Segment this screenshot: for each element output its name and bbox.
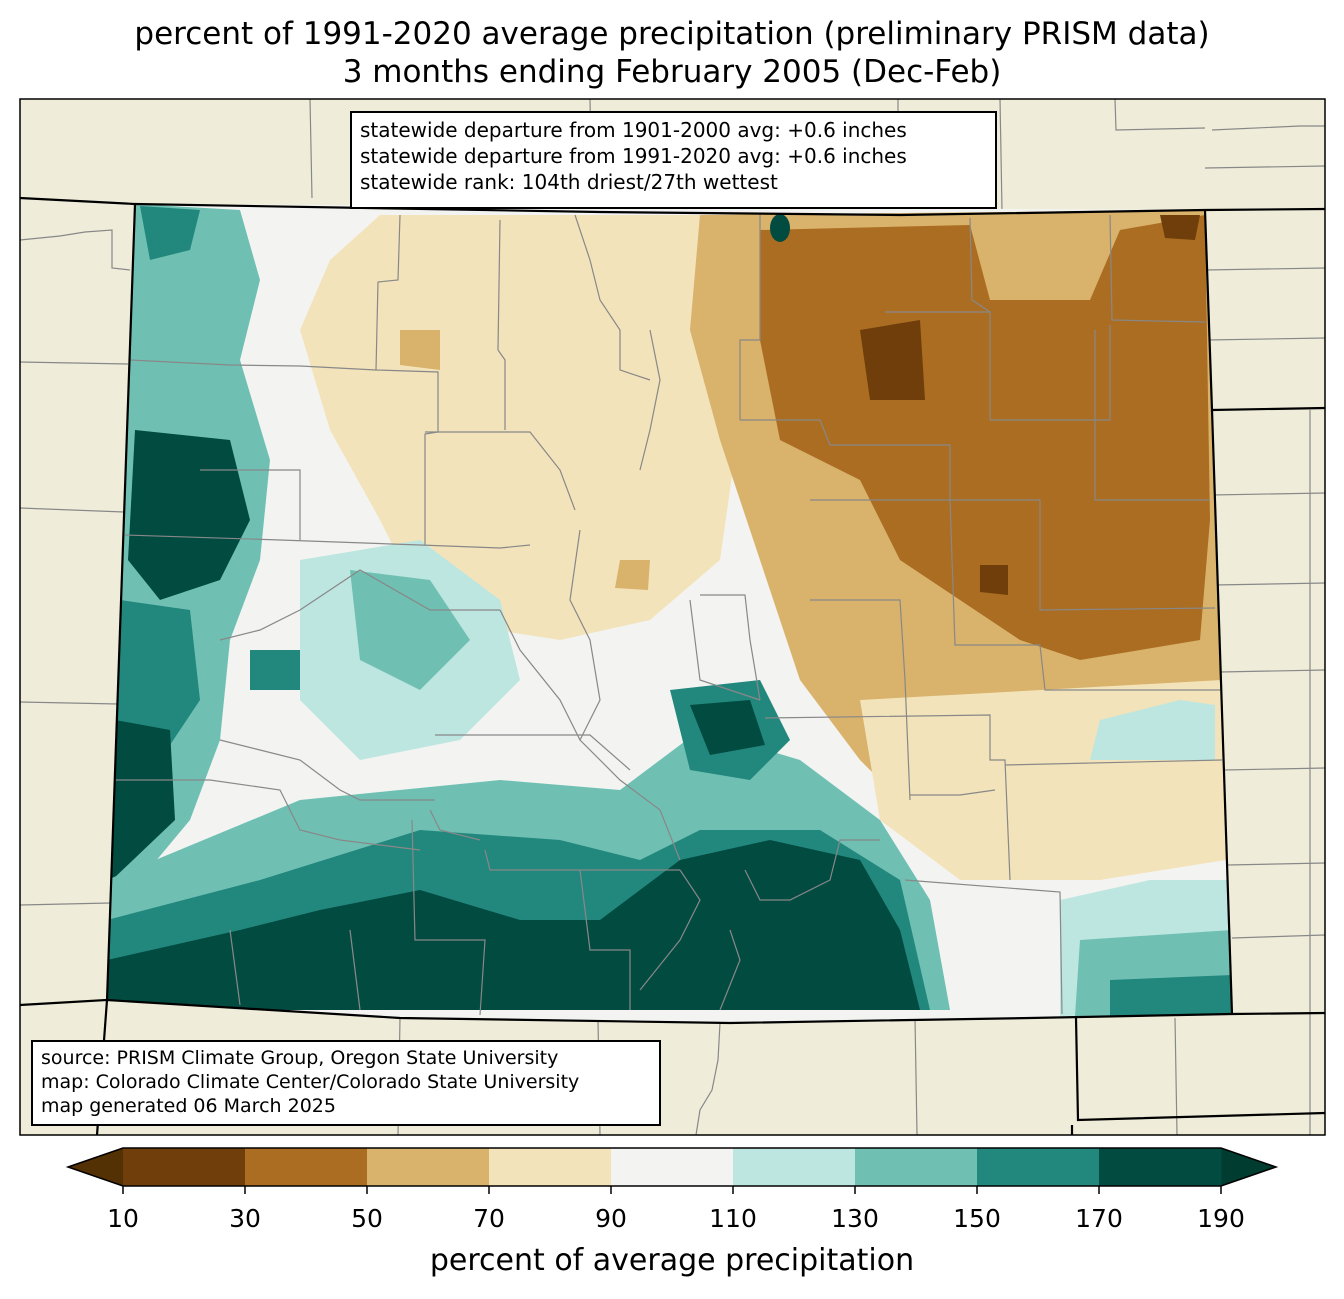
colorbar-segment (123, 1148, 246, 1186)
source-line: source: PRISM Climate Group, Oregon Stat… (41, 1047, 559, 1069)
colorbar-tick-label: 170 (1075, 1204, 1123, 1233)
map-title-line1: percent of 1991-2020 average precipitati… (134, 16, 1210, 52)
stats-rank: statewide rank: 104th driest/27th wettes… (360, 170, 778, 194)
colorbar-segment (489, 1148, 612, 1186)
colorbar-under-arrow (68, 1148, 123, 1186)
colorbar (65, 1147, 1279, 1194)
colorbar-label: percent of average precipitation (429, 1243, 915, 1278)
stats-departure-1991-2020: statewide departure from 1991-2020 avg: … (360, 144, 907, 168)
colorbar-segment (1099, 1148, 1222, 1186)
generated-date-line: map generated 06 March 2025 (41, 1095, 336, 1117)
precipitation-field (107, 204, 1232, 1023)
source-box: source: PRISM Climate Group, Oregon Stat… (31, 1040, 661, 1126)
colorbar-tick-label: 30 (229, 1204, 261, 1233)
colorbar-tick-label: 150 (953, 1204, 1001, 1233)
colorbar-segment (855, 1148, 978, 1186)
colorbar-segment (245, 1148, 368, 1186)
colorbar-tick-label: 70 (473, 1204, 505, 1233)
county-lines (107, 214, 1223, 1016)
state-boundaries (19, 196, 1326, 1136)
colorbar-segment (367, 1148, 490, 1186)
map-credit-line: map: Colorado Climate Center/Colorado St… (41, 1071, 580, 1093)
colorbar-tick-label: 50 (351, 1204, 383, 1233)
colorbar-tick-label: 110 (709, 1204, 757, 1233)
colorbar-segment (611, 1148, 734, 1186)
colorbar-over-arrow (1221, 1148, 1276, 1186)
statewide-stats-box: statewide departure from 1901-2000 avg: … (350, 111, 997, 209)
colorbar-tick-label: 130 (831, 1204, 879, 1233)
map-frame (19, 98, 1326, 1136)
colorbar-tick-label: 10 (107, 1204, 139, 1233)
colorbar-tick-label: 190 (1197, 1204, 1245, 1233)
colorbar-segment (733, 1148, 856, 1186)
map-title-line2: 3 months ending February 2005 (Dec-Feb) (342, 54, 1002, 90)
stats-departure-1901-2000: statewide departure from 1901-2000 avg: … (360, 118, 907, 142)
colorbar-segment (977, 1148, 1100, 1186)
colorbar-tick-label: 90 (595, 1204, 627, 1233)
